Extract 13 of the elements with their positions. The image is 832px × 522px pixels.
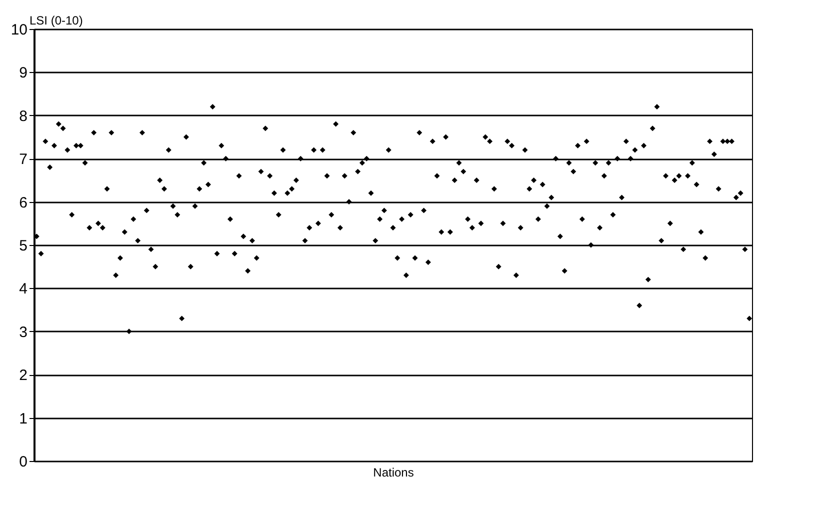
y-tick-label: 8 xyxy=(19,108,28,125)
y-tick-label: 9 xyxy=(19,64,28,82)
y-tick-label: 2 xyxy=(19,367,28,384)
y-tick-label: 10 xyxy=(10,22,28,38)
y-tick-label: 3 xyxy=(19,324,28,341)
y-tick-label: 5 xyxy=(19,238,28,254)
y-tick-label: 6 xyxy=(19,194,28,212)
y-tick-label: 4 xyxy=(19,280,28,298)
y-axis-title: LSI (0-10) xyxy=(30,14,83,28)
y-tick-label: 7 xyxy=(19,151,28,168)
y-tick-label: 0 xyxy=(19,454,28,470)
x-axis-title: Nations xyxy=(373,466,414,480)
y-tick-label: 1 xyxy=(19,410,28,428)
